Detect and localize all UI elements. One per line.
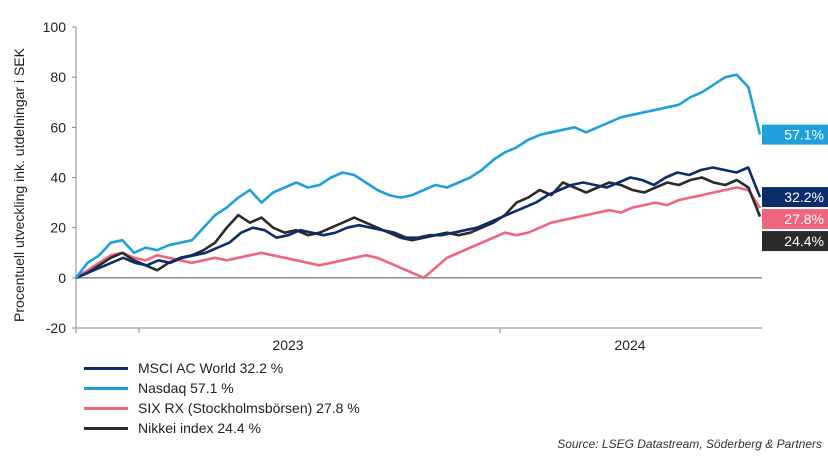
end-label: 27.8% (762, 209, 828, 230)
x-tick-label: 2023 (272, 337, 303, 353)
legend-label: SIX RX (Stockholmsbörsen) 27.8 % (138, 400, 360, 416)
end-label-text: 32.2% (784, 189, 824, 205)
end-label-text: 27.8% (784, 211, 824, 227)
y-tick-label: 60 (50, 119, 66, 135)
series-line (74, 73, 762, 279)
end-label-box (762, 187, 828, 208)
legend: MSCI AC World 32.2 % Nasdaq 57.1 % SIX R… (84, 358, 360, 438)
legend-swatch (84, 366, 128, 370)
legend-label: MSCI AC World 32.2 % (138, 360, 284, 376)
y-axis: -20 0 20 40 60 80 100 (43, 19, 77, 336)
legend-label: Nikkei index 24.4 % (138, 420, 261, 436)
source-note: Source: LSEG Datastream, Söderberg & Par… (557, 437, 822, 451)
series-lines (74, 73, 762, 280)
x-tick-label: 2024 (614, 337, 645, 353)
y-tick-label: -20 (46, 320, 66, 336)
x-axis: 2023 2024 (75, 327, 762, 353)
end-label-text: 57.1% (784, 127, 824, 143)
y-tick-label: 0 (58, 270, 66, 286)
end-label-box (762, 209, 828, 230)
end-label-box (762, 231, 828, 252)
y-tick-label: 40 (50, 170, 66, 186)
end-label-box (762, 124, 828, 145)
legend-swatch (84, 386, 128, 390)
y-tick-label: 100 (43, 19, 67, 35)
end-labels: 57.1% 32.2% 27.8% 24.4% (762, 124, 828, 252)
end-label: 32.2% (762, 187, 828, 208)
series-line (75, 166, 762, 279)
legend-label: Nasdaq 57.1 % (138, 380, 234, 396)
y-axis-label: Procentuell utveckling ink. utdelningar … (11, 47, 27, 322)
end-label: 57.1% (762, 124, 828, 145)
end-label-text: 24.4% (784, 233, 824, 249)
y-tick-label: 80 (50, 69, 66, 85)
legend-swatch (84, 406, 128, 410)
series-line (75, 186, 762, 280)
y-tick-label: 20 (50, 220, 66, 236)
legend-item: MSCI AC World 32.2 % (84, 358, 360, 378)
legend-item: Nasdaq 57.1 % (84, 378, 360, 398)
legend-swatch (84, 426, 128, 430)
end-label: 24.4% (762, 231, 828, 252)
legend-item: Nikkei index 24.4 % (84, 418, 360, 438)
legend-item: SIX RX (Stockholmsbörsen) 27.8 % (84, 398, 360, 418)
